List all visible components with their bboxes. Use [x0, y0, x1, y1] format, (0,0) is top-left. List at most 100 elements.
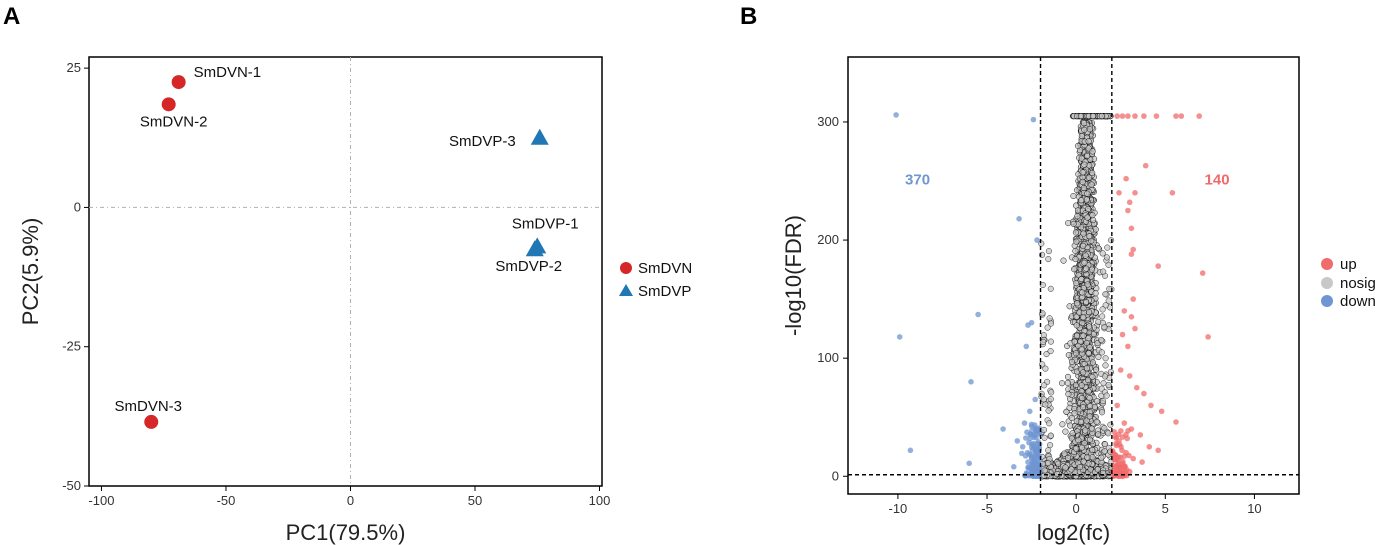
legend-label-smdvp: SmDVP — [638, 283, 691, 300]
gene-point-up — [1126, 199, 1133, 206]
gene-point-down — [907, 447, 914, 454]
gene-point-up — [1137, 432, 1144, 438]
pca-point-label: SmDVP-1 — [512, 215, 579, 232]
gene-point-nosig — [1043, 351, 1050, 358]
gene-point-up — [1120, 458, 1126, 465]
gene-point-up — [1121, 420, 1128, 426]
gene-point-nosig — [1061, 450, 1068, 457]
gene-point-nosig — [1047, 338, 1054, 345]
gene-point-nosig — [1089, 148, 1096, 155]
gene-point-nosig — [1064, 454, 1072, 461]
gene-point-up — [1128, 251, 1135, 257]
gene-point-nosig — [1089, 212, 1096, 219]
gene-point-up — [1116, 190, 1122, 196]
pca-point-label: SmDVN-3 — [114, 398, 182, 415]
gene-point-up — [1128, 225, 1135, 232]
gene-point-up — [1199, 270, 1206, 276]
gene-point-nosig — [1081, 126, 1088, 133]
legend-label-down: down — [1340, 293, 1376, 310]
gene-point-nosig — [1103, 254, 1110, 261]
gene-point-down — [1030, 116, 1037, 123]
gene-point-up — [1117, 367, 1124, 373]
gene-point-up — [1130, 296, 1136, 302]
gene-point-up — [1114, 456, 1120, 462]
gene-point-down — [1032, 466, 1038, 473]
gene-point-nosig — [1074, 213, 1081, 220]
gene-point-up — [1173, 113, 1179, 119]
gene-point-down — [1030, 432, 1037, 438]
pca-point-smdvp-2 — [525, 240, 544, 257]
gene-point-nosig — [1064, 373, 1072, 380]
gene-point-up — [1119, 113, 1126, 119]
gene-point-nosig — [1080, 305, 1087, 312]
gene-point-nosig — [1089, 446, 1096, 453]
gene-point-nosig — [1055, 460, 1062, 467]
gene-point-nosig — [1089, 359, 1096, 366]
down-count-label: 370 — [905, 172, 930, 189]
pca-points: SmDVN-1SmDVN-2SmDVN-3SmDVP-3SmDVP-1SmDVP… — [114, 64, 579, 429]
gene-point-nosig — [1081, 440, 1088, 447]
gene-point-up — [1155, 447, 1161, 454]
gene-point-nosig — [1105, 430, 1112, 437]
gene-point-nosig — [1089, 373, 1096, 380]
gene-point-nosig — [1092, 290, 1099, 297]
gene-point-nosig — [1045, 256, 1052, 263]
gene-point-nosig — [1042, 401, 1049, 408]
gene-point-nosig — [1088, 266, 1096, 273]
gene-point-nosig — [1098, 336, 1105, 344]
volcano-plot-frame — [847, 56, 1300, 495]
volcano-x-axis-title: log2(fc) — [1037, 520, 1110, 545]
gene-point-nosig — [1068, 358, 1076, 365]
gene-point-nosig — [1042, 365, 1049, 372]
volcano-threshold-lines — [848, 57, 1299, 494]
gene-point-down — [1019, 444, 1026, 450]
gene-point-nosig — [1080, 332, 1087, 339]
gene-point-up — [1134, 384, 1140, 391]
gene-point-nosig — [1063, 408, 1070, 415]
gene-point-nosig — [1083, 339, 1090, 347]
gene-point-down — [1028, 319, 1035, 326]
gene-point-nosig — [1089, 454, 1096, 461]
pca-x-axis-title: PC1(79.5%) — [286, 520, 406, 545]
gene-point-nosig — [1095, 245, 1102, 252]
gene-point-nosig — [1086, 323, 1093, 330]
gene-point-nosig — [1086, 233, 1093, 240]
gene-point-nosig — [1064, 379, 1071, 387]
gene-point-down — [968, 379, 974, 385]
gene-point-nosig — [1086, 344, 1093, 351]
legend-marker-down — [1321, 295, 1333, 307]
pca-y-tick-label: -50 — [62, 478, 81, 493]
pca-point-smdvn-3 — [144, 414, 159, 429]
gene-point-nosig — [1082, 427, 1089, 434]
gene-point-nosig — [1065, 351, 1072, 359]
gene-point-down — [1011, 464, 1017, 470]
panel-letter-a: A — [3, 3, 20, 30]
pca-y-tick-label: 0 — [74, 199, 81, 214]
gene-point-up — [1142, 162, 1149, 169]
gene-point-nosig — [1077, 113, 1085, 120]
gene-point-nosig — [1077, 418, 1084, 425]
pca-reference-lines — [89, 57, 602, 486]
gene-point-nosig — [1095, 353, 1102, 361]
gene-point-nosig — [1088, 425, 1095, 432]
gene-point-nosig — [1083, 265, 1090, 272]
gene-point-nosig — [1080, 458, 1087, 465]
gene-point-nosig — [1083, 196, 1090, 203]
gene-point-nosig — [1078, 395, 1086, 402]
gene-point-nosig — [1062, 464, 1069, 471]
gene-point-up — [1119, 467, 1126, 474]
gene-point-nosig — [1078, 197, 1085, 204]
gene-point-nosig — [1099, 306, 1106, 313]
gene-point-nosig — [1084, 376, 1092, 384]
gene-point-up — [1178, 113, 1185, 119]
gene-point-nosig — [1081, 259, 1088, 266]
volcano-y-tick-label: 100 — [817, 350, 839, 365]
gene-point-nosig — [1046, 315, 1053, 322]
gene-point-nosig — [1076, 464, 1083, 471]
gene-point-nosig — [1101, 441, 1109, 448]
gene-point-nosig — [1070, 220, 1077, 227]
gene-point-nosig — [1102, 355, 1109, 362]
gene-point-up — [1123, 175, 1129, 182]
gene-point-nosig — [1086, 413, 1093, 420]
